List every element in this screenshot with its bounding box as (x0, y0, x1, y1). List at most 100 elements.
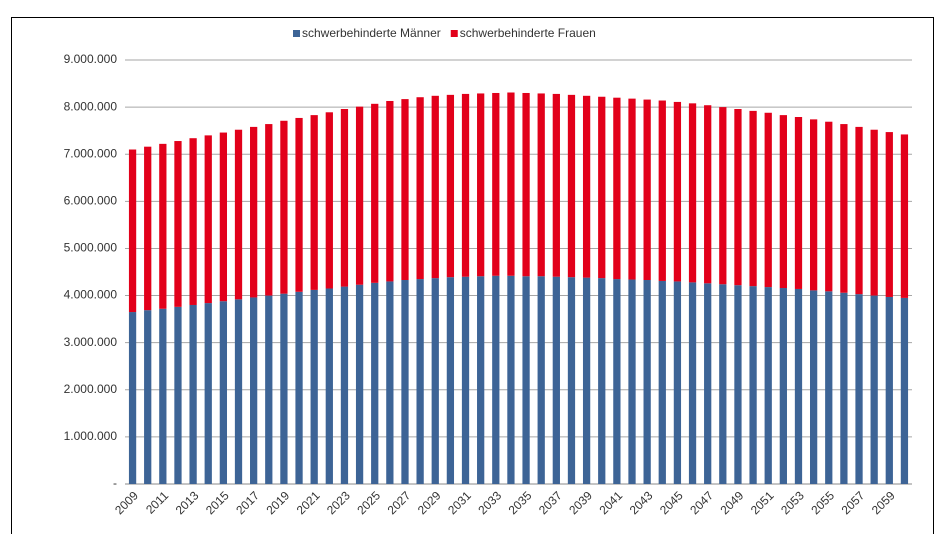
bar (386, 100, 394, 282)
bar (204, 135, 212, 304)
bar (900, 134, 909, 298)
bar (128, 149, 137, 313)
x-tick-label: 2055 (808, 488, 837, 517)
bar (446, 94, 455, 278)
bar (719, 284, 727, 484)
bar (658, 100, 666, 281)
bar (552, 93, 560, 277)
bar (401, 280, 409, 484)
bar (128, 312, 137, 484)
y-tick-label: 5.000.000 (64, 241, 118, 255)
bar (779, 115, 787, 289)
bar (250, 297, 258, 484)
x-tick-label: 2057 (839, 488, 868, 517)
bar (734, 108, 742, 286)
legend-label: schwerbehinderte Frauen (460, 26, 596, 40)
bar (885, 132, 893, 297)
y-tick-label: 2.000.000 (64, 382, 118, 396)
bar (174, 306, 182, 484)
bar (219, 132, 228, 302)
bar (144, 146, 152, 311)
bar (280, 293, 288, 484)
x-tick-label: 2027 (385, 488, 414, 517)
bar (416, 97, 424, 280)
x-tick-label: 2039 (566, 488, 595, 517)
x-tick-label: 2033 (475, 488, 504, 517)
bar (825, 121, 833, 292)
bar (234, 299, 243, 484)
x-tick-label: 2023 (324, 488, 353, 517)
x-tick-label: 2053 (778, 488, 807, 517)
x-tick-label: 2043 (627, 488, 656, 517)
bar (310, 289, 318, 484)
x-tick-label: 2021 (294, 488, 323, 517)
bar (900, 297, 909, 484)
legend-label: schwerbehinderte Männer (302, 26, 441, 40)
bar (431, 278, 439, 484)
bar (719, 107, 727, 285)
bar (340, 286, 349, 484)
bar (582, 95, 591, 278)
bar (643, 280, 651, 484)
x-tick-label: 2037 (536, 488, 565, 517)
x-tick-label: 2011 (143, 488, 171, 516)
x-tick-label: 2015 (203, 488, 232, 517)
x-tick-label: 2013 (173, 488, 202, 517)
x-tick-label: 2049 (718, 488, 747, 517)
bar (492, 275, 500, 484)
bar (779, 288, 787, 484)
bar (477, 93, 485, 277)
chart-frame (11, 17, 934, 534)
x-tick-label: 2047 (687, 488, 716, 517)
bar (870, 129, 878, 296)
bar (552, 276, 560, 484)
bar (371, 282, 379, 484)
legend-swatch (450, 30, 458, 37)
bar (749, 110, 757, 287)
bar (416, 279, 424, 484)
bar (250, 126, 258, 298)
y-tick-label: 1.000.000 (64, 429, 118, 443)
bar (537, 93, 545, 277)
bar (265, 295, 273, 484)
bar (855, 294, 863, 484)
bar (355, 106, 364, 285)
x-tick-label: 2051 (748, 488, 777, 517)
y-tick-label: 4.000.000 (64, 288, 118, 302)
bar (628, 279, 636, 484)
bar (144, 310, 152, 484)
bar (855, 126, 863, 295)
bar (234, 129, 243, 300)
bar (522, 276, 530, 484)
bar (688, 282, 697, 484)
bar (764, 112, 772, 288)
bar (371, 103, 379, 283)
bar (219, 301, 228, 484)
x-tick-label: 2031 (445, 488, 474, 517)
y-tick-label: 3.000.000 (64, 335, 118, 349)
bar (189, 304, 197, 484)
bar (355, 284, 364, 484)
bar (840, 124, 848, 293)
x-tick-label: 2009 (112, 488, 141, 517)
bar (582, 277, 591, 484)
x-tick-label: 2041 (596, 488, 625, 517)
x-tick-label: 2035 (506, 488, 535, 517)
bar (295, 117, 303, 292)
bar (809, 119, 818, 291)
x-tick-label: 2019 (263, 488, 292, 517)
bar (658, 280, 666, 484)
bar (704, 283, 712, 484)
bar (477, 276, 485, 484)
bar (688, 103, 697, 283)
x-tick-label: 2059 (869, 488, 898, 517)
bar (522, 92, 530, 277)
bar (401, 99, 409, 281)
bar (825, 291, 833, 484)
x-tick-label: 2045 (657, 488, 686, 517)
bar (628, 98, 636, 280)
bar (764, 287, 772, 484)
bar (598, 278, 606, 484)
